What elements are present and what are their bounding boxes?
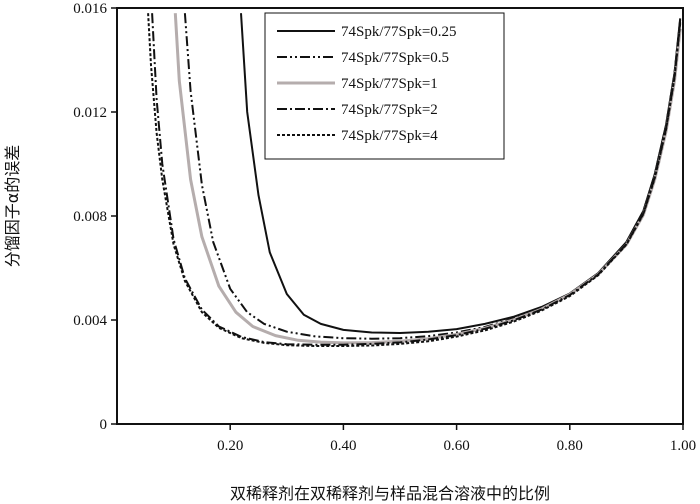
series-line-2 <box>183 13 682 340</box>
legend-label-4: 74Spk/77Spk=2 <box>341 102 438 118</box>
series-line-5 <box>147 13 682 347</box>
x-tick-label: 1.00 <box>670 438 696 454</box>
plot-lines <box>147 13 682 347</box>
y-tick-label: 0.016 <box>73 1 107 17</box>
legend-label-1: 74Spk/77Spk=0.25 <box>341 24 457 40</box>
x-tick-label: 0.40 <box>330 438 356 454</box>
series-line-4 <box>151 13 682 346</box>
x-tick-label: 0.20 <box>217 438 243 454</box>
x-axis-ticks: 0.20 0.40 0.60 0.80 1.00 <box>217 424 696 454</box>
y-axis-label: 分馏因子α的误差 <box>3 145 22 268</box>
x-axis-label: 双稀释剂在双稀释剂与样品混合溶液中的比例 <box>230 484 550 503</box>
y-tick-label: 0.008 <box>73 209 107 225</box>
y-tick-label: 0.004 <box>73 313 107 329</box>
legend-label-3: 74Spk/77Spk=1 <box>341 76 438 92</box>
x-tick-label: 0.80 <box>557 438 583 454</box>
x-tick-label: 0.60 <box>443 438 469 454</box>
y-tick-label: 0 <box>100 417 108 433</box>
y-axis-ticks: 0 0.004 0.008 0.012 0.016 <box>73 1 117 433</box>
legend-label-5: 74Spk/77Spk=4 <box>341 128 438 144</box>
y-tick-label: 0.012 <box>73 105 107 121</box>
legend-label-2: 74Spk/77Spk=0.5 <box>341 50 449 66</box>
legend: 74Spk/77Spk=0.25 74Spk/77Spk=0.5 74Spk/77S… <box>264 12 505 160</box>
